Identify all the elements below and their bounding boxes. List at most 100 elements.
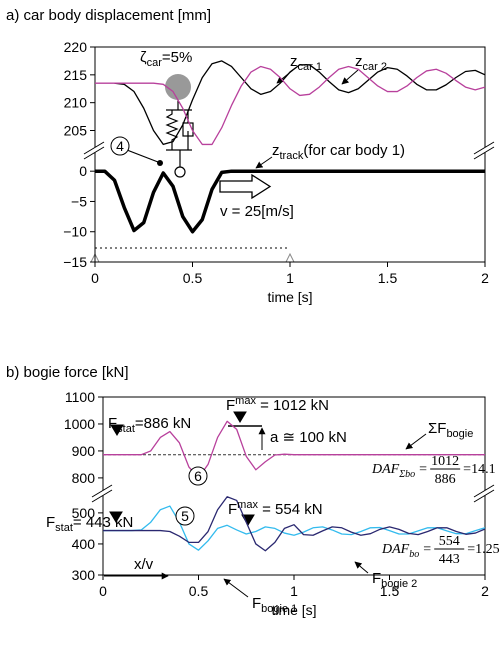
annotation-part: = 1012 kN (256, 397, 329, 414)
contact-dot (157, 160, 163, 166)
x-tick-label: 0 (91, 270, 99, 286)
annotation-part: z (272, 142, 280, 159)
y-tick-label: 205 (64, 123, 88, 139)
pointer-arrow (341, 69, 359, 85)
y-tick-label: 210 (64, 95, 88, 111)
x-tick-label: 1 (290, 583, 298, 599)
annotation-part: = 443 kN (73, 514, 133, 531)
annotation-part: v = 25[m/s] (220, 203, 294, 220)
formula-part: DAF (381, 542, 410, 557)
wheel (174, 166, 186, 178)
pointer-line (126, 149, 159, 163)
data-line (103, 420, 485, 479)
formula-part: DAF (371, 462, 400, 477)
annotation-part: bogie 2 (381, 578, 417, 590)
y-tick-label: 300 (72, 567, 96, 583)
pointer-arrow (255, 156, 273, 169)
data-line (95, 169, 485, 234)
pointer-arrow (354, 561, 369, 574)
axis-break-gap (84, 142, 104, 159)
x-tick-label: 0.5 (189, 583, 209, 599)
annotation-part: car (147, 57, 163, 69)
x-tick-label: 1 (286, 270, 294, 286)
annotation-part: ΣF (428, 420, 446, 437)
annotation-part: bogie (446, 428, 473, 440)
annotation-part: bogie 1 (261, 603, 297, 615)
chart-title: b) bogie force [kN] (6, 364, 129, 381)
spring (165, 110, 179, 150)
axis-break-mark (473, 146, 495, 160)
annotation-part: ζ (140, 49, 147, 66)
annotation-part: x/v (134, 556, 154, 573)
annotation: Fstat= 443 kN (46, 514, 133, 534)
y-tick-label: −5 (71, 193, 87, 209)
annotation-circle (110, 136, 130, 156)
y-tick-label: 900 (72, 443, 96, 459)
data-line (114, 60, 486, 146)
annotation-number: 4 (116, 138, 124, 154)
x-axis-label: time [s] (271, 602, 316, 618)
annotation-part: max (235, 395, 256, 407)
marker-triangle (110, 424, 124, 436)
y-tick-label: 800 (72, 470, 96, 486)
formula-denominator: 886 (435, 472, 456, 487)
annotation-part: z (290, 53, 298, 70)
annotation: ztrack(for car body 1) (272, 142, 405, 162)
support-marker (285, 252, 295, 263)
marker-triangle (233, 411, 247, 423)
annotation: zcar 1 (290, 53, 322, 73)
annotation-part: track (280, 150, 304, 162)
x-tick-label: 1.5 (380, 583, 400, 599)
formula-result: =1.25 (467, 542, 499, 557)
axis-break-gap (92, 485, 112, 502)
annotation-part: stat (117, 423, 135, 435)
pointer-arrow (223, 578, 249, 598)
annotation-part: F (228, 501, 237, 518)
formula-sub: bo (409, 549, 419, 560)
annotation-part: F (108, 415, 117, 432)
y-tick-label: 0 (79, 163, 87, 179)
x-tick-label: 0 (99, 583, 107, 599)
chart-title: a) car body displacement [mm] (6, 7, 211, 24)
annotation-part: F (46, 514, 55, 531)
y-tick-label: −10 (63, 224, 87, 240)
annotation: Fmax = 1012 kN (226, 395, 329, 414)
annotation-part: a ≅ 100 kN (270, 429, 347, 446)
annotation: Fmax = 554 kN (228, 499, 323, 518)
axis-break-mark (473, 489, 495, 503)
formula-sub: Σbo (398, 469, 415, 480)
x-tick-label: 2 (481, 270, 489, 286)
annotation-part: F (252, 595, 261, 612)
panel-b-pointers (104, 411, 427, 598)
car-mass (165, 74, 191, 100)
annotation: Fbogie 1 (252, 595, 297, 615)
annotation: ζcar=5% (140, 49, 192, 69)
formula-numerator: 1012 (431, 454, 459, 469)
y-tick-label: −15 (63, 254, 87, 270)
axis-break-mark (83, 141, 105, 155)
data-line (103, 505, 486, 551)
y-tick-label: 1100 (65, 389, 95, 405)
annotation: a ≅ 100 kN (270, 429, 347, 446)
annotation-part: F (372, 570, 381, 587)
axis-break-mark (91, 484, 113, 498)
axis-break-gap (474, 485, 494, 502)
annotation-number: 6 (194, 468, 202, 484)
formula-numerator: 554 (439, 534, 460, 549)
formula-denominator: 443 (439, 552, 460, 567)
annotation-circle (175, 506, 195, 526)
annotation: Fstat=886 kN (108, 415, 191, 435)
formula-name: DAFbo (381, 542, 419, 560)
marker-triangle (109, 511, 123, 523)
annotation-number: 5 (181, 508, 189, 524)
annotation-part: stat (55, 522, 73, 534)
formula-result: =14.1 (463, 462, 495, 477)
annotation-part: =5% (162, 49, 192, 66)
annotation-part: F (226, 397, 235, 414)
velocity-arrow (219, 173, 272, 200)
annotation-part: (for car body 1) (303, 142, 405, 159)
annotation-circle (188, 466, 208, 486)
data-line (103, 496, 486, 552)
annotation: v = 25[m/s] (220, 203, 294, 220)
